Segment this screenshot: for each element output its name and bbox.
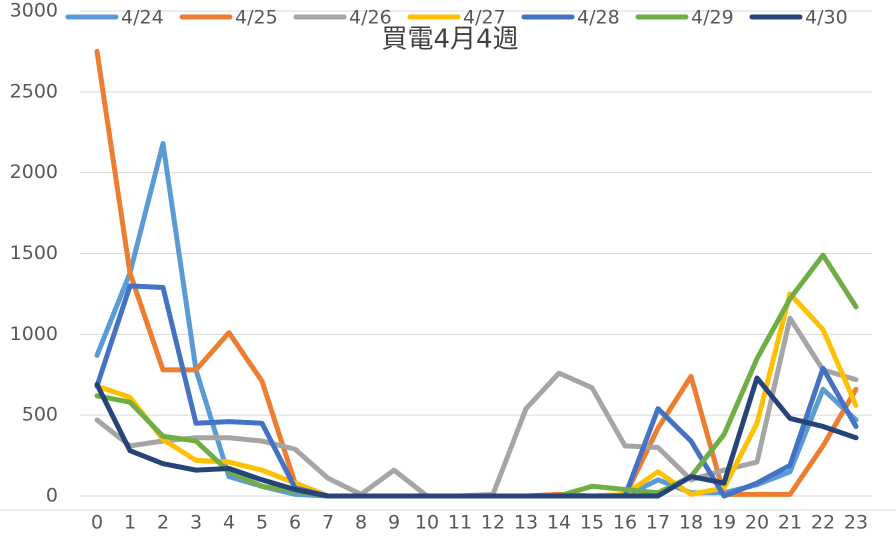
series-line (94, 141, 859, 499)
y-tick-label: 2500 (10, 80, 58, 102)
y-tick-label: 2000 (10, 161, 58, 183)
x-tick-label: 10 (415, 512, 439, 534)
x-tick-label: 21 (778, 512, 802, 534)
y-tick-label: 3000 (10, 0, 58, 22)
x-tick-label: 13 (514, 512, 538, 534)
x-tick-label: 3 (190, 512, 202, 534)
x-tick-label: 4 (223, 512, 235, 534)
x-tick-label: 16 (613, 512, 637, 534)
legend-label: 4/29 (691, 7, 734, 29)
x-tick-label: 6 (289, 512, 301, 534)
x-tick-label: 15 (580, 512, 604, 534)
legend-label: 4/27 (463, 7, 506, 29)
series-line (94, 375, 859, 499)
x-tick-label: 12 (481, 512, 505, 534)
x-tick-label: 22 (811, 512, 835, 534)
chart-title: 買電4月4週 (381, 25, 518, 55)
x-tick-label: 9 (388, 512, 400, 534)
y-tick-label: 500 (22, 404, 58, 426)
y-tick-label: 1000 (10, 323, 58, 345)
x-tick-label: 14 (547, 512, 571, 534)
x-tick-label: 7 (322, 512, 334, 534)
legend-label: 4/26 (349, 7, 392, 29)
legend-label: 4/24 (121, 7, 164, 29)
y-tick-label: 1500 (10, 242, 58, 264)
x-tick-label: 8 (355, 512, 367, 534)
x-tick-label: 5 (256, 512, 268, 534)
x-tick-label: 1 (124, 512, 136, 534)
legend-label: 4/25 (235, 7, 278, 29)
x-tick-label: 19 (712, 512, 736, 534)
x-tick-label: 20 (745, 512, 769, 534)
legend-label: 4/30 (805, 7, 848, 29)
x-tick-label: 2 (157, 512, 169, 534)
y-tick-label: 0 (46, 485, 58, 507)
legend-label: 4/28 (577, 7, 620, 29)
x-tick-label: 11 (448, 512, 472, 534)
x-tick-label: 18 (679, 512, 703, 534)
x-tick-label: 17 (646, 512, 670, 534)
x-tick-label: 23 (844, 512, 868, 534)
x-tick-label: 0 (91, 512, 103, 534)
